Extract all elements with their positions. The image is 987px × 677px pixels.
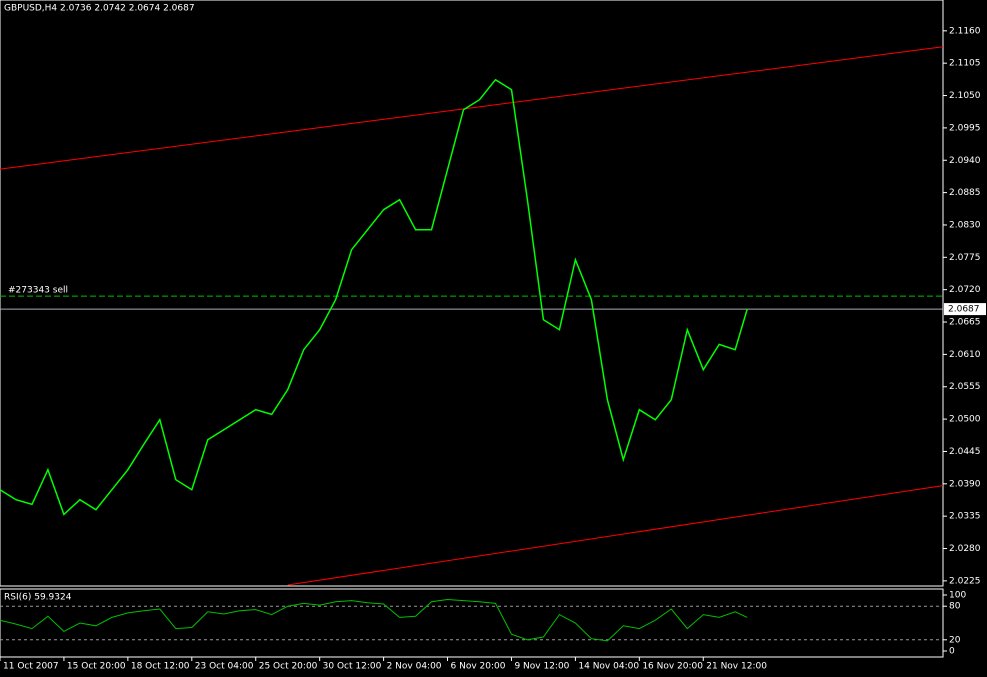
price-frame — [0, 0, 944, 587]
y-tick-label: 2.0720 — [949, 285, 981, 295]
x-tick-label: 11 Oct 2007 — [3, 662, 59, 672]
rsi-frame — [0, 588, 944, 658]
y-tick-label: 80 — [949, 602, 961, 612]
trend-line — [0, 46, 944, 170]
y-tick-label: 2.0830 — [949, 220, 981, 230]
y-tick-label: 2.0280 — [949, 544, 981, 554]
x-tick-label: 16 Nov 20:00 — [642, 662, 703, 672]
y-tick-label: 2.0610 — [949, 350, 981, 360]
chart-title: GBPUSD,H4 2.0736 2.0742 2.0674 2.0687 — [4, 4, 195, 14]
x-tick-label: 23 Oct 04:00 — [195, 662, 254, 672]
y-tick-label: 2.0225 — [949, 576, 981, 586]
x-tick-label: 18 Oct 12:00 — [131, 662, 190, 672]
x-tick-label: 2 Nov 04:00 — [387, 662, 442, 672]
y-tick-label: 2.0500 — [949, 415, 981, 425]
y-tick-label: 2.0775 — [949, 253, 981, 263]
y-tick-label: 2.1160 — [949, 26, 981, 36]
series-line — [0, 598, 748, 642]
x-tick-label: 21 Nov 12:00 — [706, 662, 767, 672]
y-tick-label: 2.0940 — [949, 156, 981, 166]
order-label: #273343 sell — [8, 286, 68, 296]
y-tick-label: 100 — [949, 591, 966, 601]
y-tick-label: 0 — [949, 647, 955, 657]
y-tick-label: 2.0335 — [949, 512, 981, 522]
rsi-title: RSI(6) 59.9324 — [4, 593, 72, 603]
y-tick-label: 20 — [949, 635, 961, 645]
y-tick-label: 2.0885 — [949, 188, 981, 198]
x-tick-label: 15 Oct 20:00 — [67, 662, 126, 672]
y-tick-label: 2.0665 — [949, 318, 981, 328]
x-tick-label: 9 Nov 12:00 — [514, 662, 569, 672]
series-line — [0, 78, 748, 516]
y-tick-label: 2.0995 — [949, 123, 981, 133]
x-tick-label: 14 Nov 04:00 — [578, 662, 639, 672]
x-tick-label: 30 Oct 12:00 — [323, 662, 382, 672]
x-tick-label: 25 Oct 20:00 — [259, 662, 318, 672]
x-tick-label: 6 Nov 20:00 — [451, 662, 506, 672]
trend-line — [287, 485, 944, 586]
y-tick-label: 2.0445 — [949, 447, 981, 457]
y-tick-label: 2.1105 — [949, 59, 981, 69]
y-tick-label: 2.0555 — [949, 382, 981, 392]
last-price-box — [944, 303, 986, 316]
y-tick-label: 2.0390 — [949, 479, 981, 489]
y-tick-label: 2.1050 — [949, 91, 981, 101]
last-price-label: 2.0687 — [948, 305, 980, 315]
